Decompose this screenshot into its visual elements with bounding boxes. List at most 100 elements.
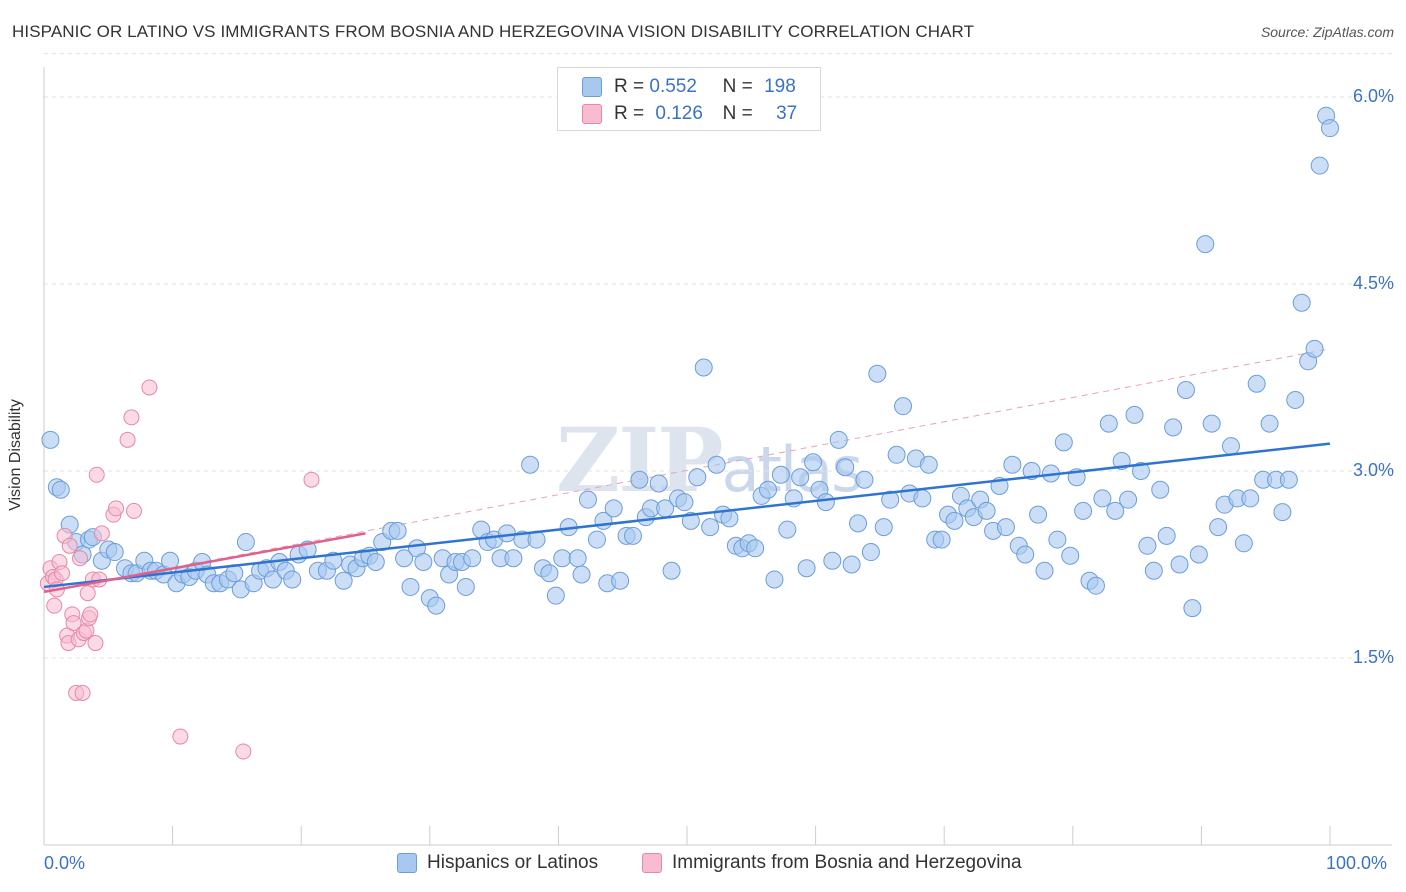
hispanic-point: [1286, 390, 1305, 409]
bosnia-point: [79, 585, 96, 602]
bosnia-point: [74, 684, 91, 701]
hispanic-point: [861, 543, 880, 562]
hispanic-point: [694, 358, 713, 377]
hispanic-point: [797, 559, 816, 578]
hispanic-point: [1234, 534, 1253, 553]
hispanic-point: [842, 555, 861, 574]
hispanic-point: [604, 499, 623, 518]
hispanic-point: [1292, 293, 1311, 312]
bosnia-trend-extension: [43, 348, 1331, 593]
hispanic-point: [540, 564, 559, 583]
hispanic-point: [1138, 536, 1157, 555]
hispanic-point: [1074, 501, 1093, 520]
hispanic-point: [41, 430, 60, 449]
hispanic-point: [701, 518, 720, 537]
hispanic-point: [823, 551, 842, 570]
hispanic-point: [1247, 374, 1266, 393]
stats-legend-row-bosnia: R = 0.126 N = 37: [558, 102, 797, 126]
n-value: 198: [764, 76, 796, 97]
hispanic-point: [1099, 414, 1118, 433]
bosnia-point: [119, 431, 136, 448]
hispanic-point: [977, 501, 996, 520]
hispanic-point: [836, 458, 855, 477]
hispanic-point: [105, 543, 124, 562]
hispanic-point: [456, 577, 475, 596]
hispanic-point: [1202, 414, 1221, 433]
y-tick-label: 1.5%: [1352, 647, 1394, 667]
y-tick-label: 6.0%: [1352, 86, 1394, 106]
hispanic-point: [649, 474, 668, 493]
bosnia-point: [172, 728, 189, 745]
hispanic-point: [395, 549, 414, 568]
hispanic-point: [829, 430, 848, 449]
bosnia-point: [141, 379, 158, 396]
y-axis-label: Vision Disability: [7, 399, 24, 511]
hispanic-point: [707, 455, 726, 474]
hispanic-point: [778, 520, 797, 539]
bosnia-trend-line: [43, 532, 366, 594]
bosnia-point: [235, 743, 252, 760]
chart-title: HISPANIC OR LATINO VS IMMIGRANTS FROM BO…: [12, 22, 975, 41]
hispanic-point: [578, 490, 597, 509]
hispanic-point: [1157, 526, 1176, 545]
bosnia-point: [61, 537, 78, 554]
hispanic-point: [546, 586, 565, 605]
legend-item-hispanic[interactable]: Hispanics or Latinos: [397, 852, 598, 874]
hispanic-point: [804, 453, 823, 472]
hispanic-point: [765, 570, 784, 589]
hispanic-point: [1260, 414, 1279, 433]
hispanic-point: [1029, 505, 1048, 524]
n-value: 37: [776, 103, 798, 124]
bosnia-point: [65, 615, 82, 632]
hispanic-point: [1310, 156, 1329, 175]
hispanic-point: [1125, 405, 1144, 424]
series-legend: Hispanics or Latinos Immigrants from Bos…: [0, 852, 1406, 880]
hispanic-point: [414, 553, 433, 572]
hispanic-point: [1221, 437, 1240, 456]
hispanic-legend-swatch: [397, 853, 417, 873]
stats-legend-row-hispanic: R = 0.552 N = 198: [558, 75, 796, 99]
hispanic-point: [1119, 490, 1138, 509]
x-tick-label-max: 100.0%: [1326, 853, 1388, 873]
hispanic-point: [1016, 545, 1035, 564]
bosnia-point: [54, 565, 71, 582]
hispanic-point: [887, 445, 906, 464]
hispanic-point: [688, 468, 707, 487]
bosnia-point: [82, 606, 99, 623]
hispanic-point: [630, 470, 649, 489]
hispanic-point: [572, 565, 591, 584]
legend-item-bosnia[interactable]: Immigrants from Bosnia and Herzegovina: [642, 852, 1022, 874]
hispanic-point: [849, 514, 868, 533]
hispanic-point: [263, 570, 282, 589]
hispanic-point: [932, 530, 951, 549]
legend-label-hispanic: Hispanics or Latinos: [427, 852, 599, 873]
hispanic-point: [1305, 339, 1324, 358]
x-tick-label-min: 0.0%: [44, 853, 86, 873]
hispanic-point: [1151, 480, 1170, 499]
hispanic-point: [388, 521, 407, 540]
hispanic-point: [759, 480, 778, 499]
hispanic-point: [874, 518, 893, 537]
hispanic-point: [1273, 503, 1292, 522]
stats-legend: R = 0.552 N = 198 R = 0.126 N = 37: [557, 67, 821, 131]
hispanic-point: [881, 490, 900, 509]
hispanic-point: [334, 571, 353, 590]
bosnia-point: [88, 466, 105, 483]
hispanic-point: [283, 570, 302, 589]
hispanic-point: [855, 470, 874, 489]
hispanic-point: [771, 465, 790, 484]
hispanic-point: [945, 511, 964, 530]
bosnia-point: [126, 502, 143, 519]
hispanic-point: [746, 539, 765, 558]
bosnia-swatch: [582, 104, 602, 124]
hispanic-point: [587, 530, 606, 549]
hispanic-point: [1144, 561, 1163, 580]
r-value: 0.552: [649, 76, 697, 97]
hispanic-point: [1003, 455, 1022, 474]
hispanic-point: [1209, 518, 1228, 537]
hispanic-point: [236, 533, 255, 552]
bosnia-point: [123, 409, 140, 426]
hispanic-point: [324, 551, 343, 570]
r-value: 0.126: [655, 103, 703, 124]
y-tick-label: 3.0%: [1352, 460, 1394, 480]
